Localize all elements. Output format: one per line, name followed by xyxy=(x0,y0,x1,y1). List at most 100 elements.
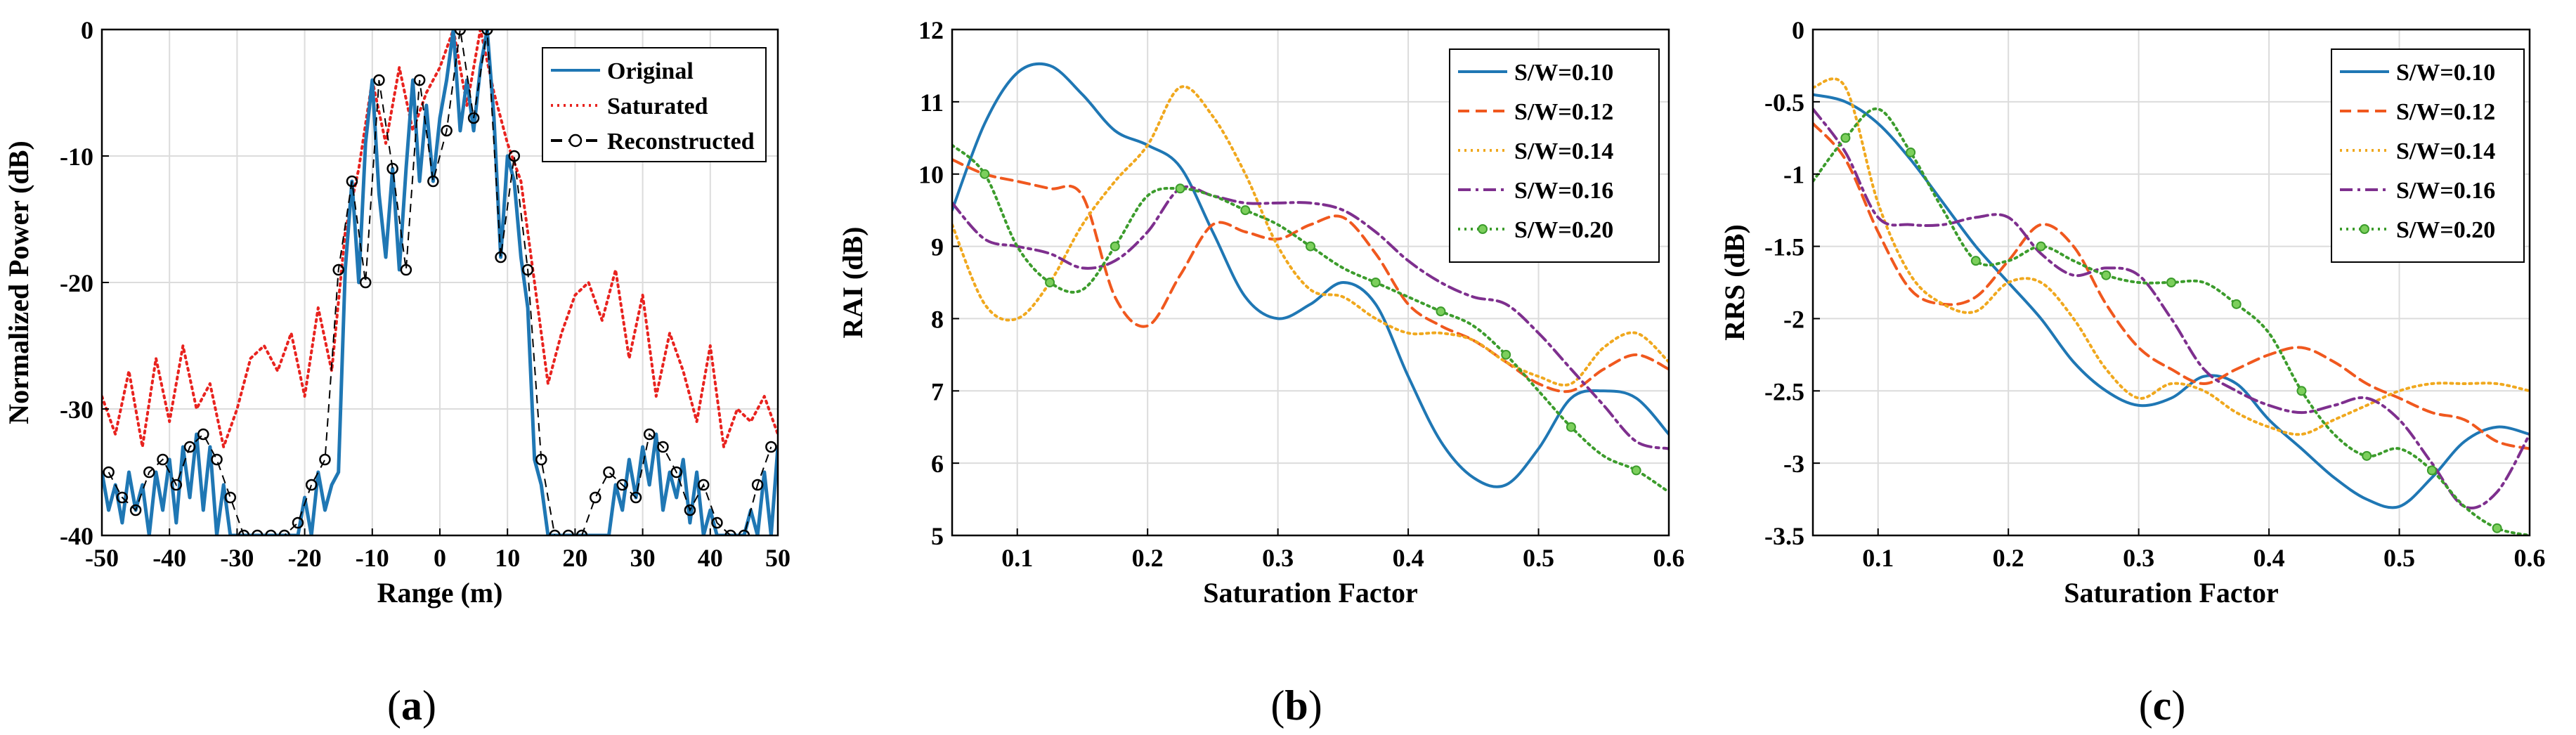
y-tick-label: 10 xyxy=(918,161,944,189)
legend-marker-s-w-0-20 xyxy=(2360,224,2369,234)
y-axis-label: RAI (dB) xyxy=(837,227,869,339)
y-tick-label: -40 xyxy=(60,522,93,550)
series-reconstructed-marker xyxy=(332,264,344,276)
series-s-w-0-20-marker xyxy=(1370,278,1381,287)
x-axis-label: Saturation Factor xyxy=(1203,577,1418,609)
series-reconstructed-marker xyxy=(157,453,169,466)
y-tick-label: 0 xyxy=(1792,16,1804,44)
panel-caption: (c) xyxy=(2139,682,2186,729)
legend-label-original: Original xyxy=(607,58,694,84)
y-tick-label: 5 xyxy=(931,522,944,550)
x-tick-label: -30 xyxy=(220,544,254,572)
x-tick-label: 0.1 xyxy=(1001,544,1033,572)
series-s-w-0-20-marker xyxy=(1501,349,1511,360)
panel-caption: (a) xyxy=(387,682,436,729)
series-reconstructed-marker xyxy=(508,150,521,162)
series-reconstructed-marker xyxy=(454,30,467,36)
series-s-w-0-20-marker xyxy=(1631,465,1641,476)
series-s-w-0-20-line xyxy=(1813,108,2530,535)
series-saturated-line xyxy=(102,30,778,448)
legend-label-s-w-0-12: S/W=0.12 xyxy=(1514,99,1613,125)
legend-label-s-w-0-14: S/W=0.14 xyxy=(2396,138,2495,164)
chart-panel-a: -50 -40 -30 -20 -10 0 10 20 30 40 50-40-30-20-100R… xyxy=(3,16,791,729)
series-original-line xyxy=(102,30,778,535)
series-reconstructed-marker xyxy=(129,504,142,516)
series-s-w-0-16-line xyxy=(952,185,1669,450)
series-group xyxy=(102,30,778,535)
series-reconstructed-marker xyxy=(684,504,696,516)
x-tick-label: 10 xyxy=(495,544,520,572)
y-tick-label: -2.5 xyxy=(1764,377,1804,405)
series-s-w-0-10-line xyxy=(952,62,1669,488)
y-tick-label: 6 xyxy=(931,450,944,478)
chart-panel-c: 0.1 0.2 0.3 0.4 0.5 0.6 -3.5 -3 -2.5 -2 -1.5 -1 -0.5… xyxy=(1719,16,2546,729)
y-tick-label: -2 xyxy=(1783,305,1804,333)
series-s-w-0-20-marker xyxy=(980,169,990,179)
series-reconstructed-marker xyxy=(224,491,237,504)
series-s-w-0-20-marker xyxy=(1110,241,1120,252)
legend: Original Saturated Reconstructed xyxy=(542,47,767,162)
series-reconstructed-marker xyxy=(765,441,777,453)
x-tick-label: 0.6 xyxy=(1653,544,1685,572)
x-tick-label: 0.3 xyxy=(2123,544,2154,572)
series-s-w-0-16-line xyxy=(1813,108,2530,509)
series-s-w-0-14-line xyxy=(952,85,1669,387)
series-s-w-0-20-marker xyxy=(2362,450,2372,461)
series-reconstructed-marker xyxy=(211,453,223,466)
x-tick-label: 0.4 xyxy=(2253,544,2285,572)
series-reconstructed-marker xyxy=(657,441,669,453)
series-reconstructed-marker xyxy=(711,516,723,529)
series-reconstructed-marker xyxy=(643,428,656,441)
series-s-w-0-14-line xyxy=(1813,77,2530,436)
legend-label-s-w-0-12: S/W=0.12 xyxy=(2396,99,2495,125)
series-reconstructed-marker xyxy=(373,74,385,86)
series-reconstructed-marker xyxy=(116,491,129,504)
series-reconstructed-marker xyxy=(346,175,358,188)
y-tick-label: 11 xyxy=(920,89,944,117)
legend-label-s-w-0-20: S/W=0.20 xyxy=(1514,217,1613,243)
chart-panel-b: 0.1 0.2 0.3 0.4 0.5 0.6 5 6 7 8 9 10 11 12 Saturation … xyxy=(837,16,1685,729)
x-tick-label: -20 xyxy=(288,544,322,572)
y-tick-label: 12 xyxy=(918,16,944,44)
y-tick-label: 0 xyxy=(81,16,93,44)
series-reconstructed-marker xyxy=(751,479,764,491)
x-tick-label: 0.2 xyxy=(1993,544,2024,572)
series-s-w-0-20-marker xyxy=(1906,147,1916,157)
y-axis-label: RRS (dB) xyxy=(1719,224,1750,341)
legend-label-s-w-0-16: S/W=0.16 xyxy=(1514,178,1613,204)
x-axis-label: Saturation Factor xyxy=(2064,577,2279,609)
series-reconstructed-marker xyxy=(265,529,277,535)
series-group xyxy=(1813,77,2530,535)
x-tick-label: 0.4 xyxy=(1393,544,1424,572)
x-tick-label: 0 xyxy=(434,544,446,572)
series-s-w-0-20-marker xyxy=(1970,256,1981,266)
y-tick-label: -20 xyxy=(60,269,93,297)
y-tick-label: -3.5 xyxy=(1764,522,1804,550)
series-reconstructed-marker xyxy=(441,124,453,137)
y-tick-label: 8 xyxy=(931,305,944,333)
legend-label-s-w-0-10: S/W=0.10 xyxy=(2396,60,2495,86)
series-reconstructed-marker xyxy=(481,30,493,36)
series-s-w-0-20-marker xyxy=(2166,278,2176,287)
x-tick-label: -10 xyxy=(356,544,389,572)
series-reconstructed-marker xyxy=(197,428,209,441)
series-s-w-0-12-line xyxy=(1813,122,2530,450)
series-reconstructed-marker xyxy=(697,479,710,491)
x-tick-label: 0.2 xyxy=(1132,544,1164,572)
series-reconstructed-marker xyxy=(495,251,507,264)
legend-label-s-w-0-10: S/W=0.10 xyxy=(1514,60,1613,86)
series-reconstructed-marker xyxy=(305,479,318,491)
series-s-w-0-20-line xyxy=(952,143,1669,494)
series-reconstructed-marker xyxy=(630,491,642,504)
y-tick-label: -3 xyxy=(1783,450,1804,478)
series-s-w-0-12-line xyxy=(952,158,1669,393)
series-reconstructed-marker xyxy=(400,264,412,276)
legend-label-s-w-0-14: S/W=0.14 xyxy=(1514,138,1613,164)
series-reconstructed-marker xyxy=(670,466,682,479)
x-tick-label: 0.1 xyxy=(1862,544,1894,572)
x-tick-label: 0.5 xyxy=(1523,544,1554,572)
legend-label-reconstructed: Reconstructed xyxy=(607,129,755,155)
x-tick-label: -40 xyxy=(152,544,186,572)
series-reconstructed-marker xyxy=(238,529,250,535)
series-s-w-0-20-marker xyxy=(1175,183,1185,194)
